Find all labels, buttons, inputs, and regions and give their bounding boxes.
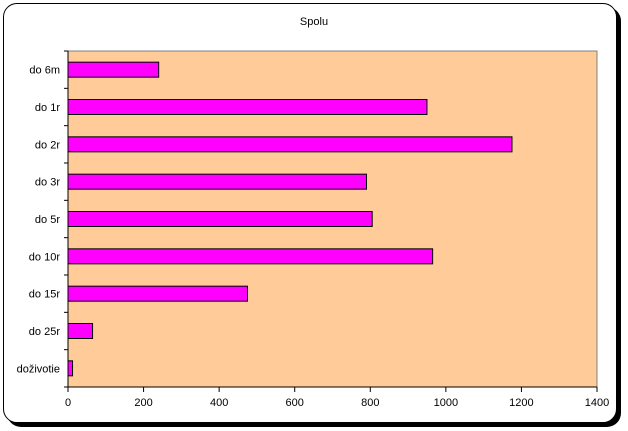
bar-1 — [67, 99, 428, 115]
y-tick-label: do 2r — [35, 139, 60, 151]
x-tick-label: 600 — [286, 397, 304, 409]
x-tick-label: 0 — [65, 397, 71, 409]
x-tick-label: 800 — [361, 397, 379, 409]
bar-6 — [67, 285, 248, 302]
y-tick-label: doživotie — [17, 363, 60, 375]
y-tick-label: do 10r — [29, 251, 61, 263]
x-tick-label: 1000 — [434, 397, 458, 409]
y-tick-label: do 6m — [29, 65, 60, 77]
chart-title: Spolu — [299, 16, 329, 28]
bar-3 — [67, 173, 368, 190]
y-tick-label: do 15r — [29, 289, 61, 301]
bar-7 — [67, 323, 94, 339]
x-tick-label: 400 — [210, 397, 228, 409]
y-tick-label: do 1r — [35, 102, 60, 114]
bar-4 — [67, 211, 373, 227]
bar-2 — [67, 136, 513, 153]
bar-0 — [67, 61, 160, 78]
bar-8 — [67, 360, 74, 377]
x-tick-label: 1400 — [585, 397, 609, 409]
y-tick-label: do 25r — [29, 326, 61, 338]
y-tick-label: do 5r — [35, 214, 60, 226]
bar-5 — [67, 248, 434, 265]
y-tick-label: do 3r — [35, 177, 60, 189]
x-tick-label: 1200 — [509, 397, 533, 409]
x-tick-label: 200 — [134, 397, 152, 409]
